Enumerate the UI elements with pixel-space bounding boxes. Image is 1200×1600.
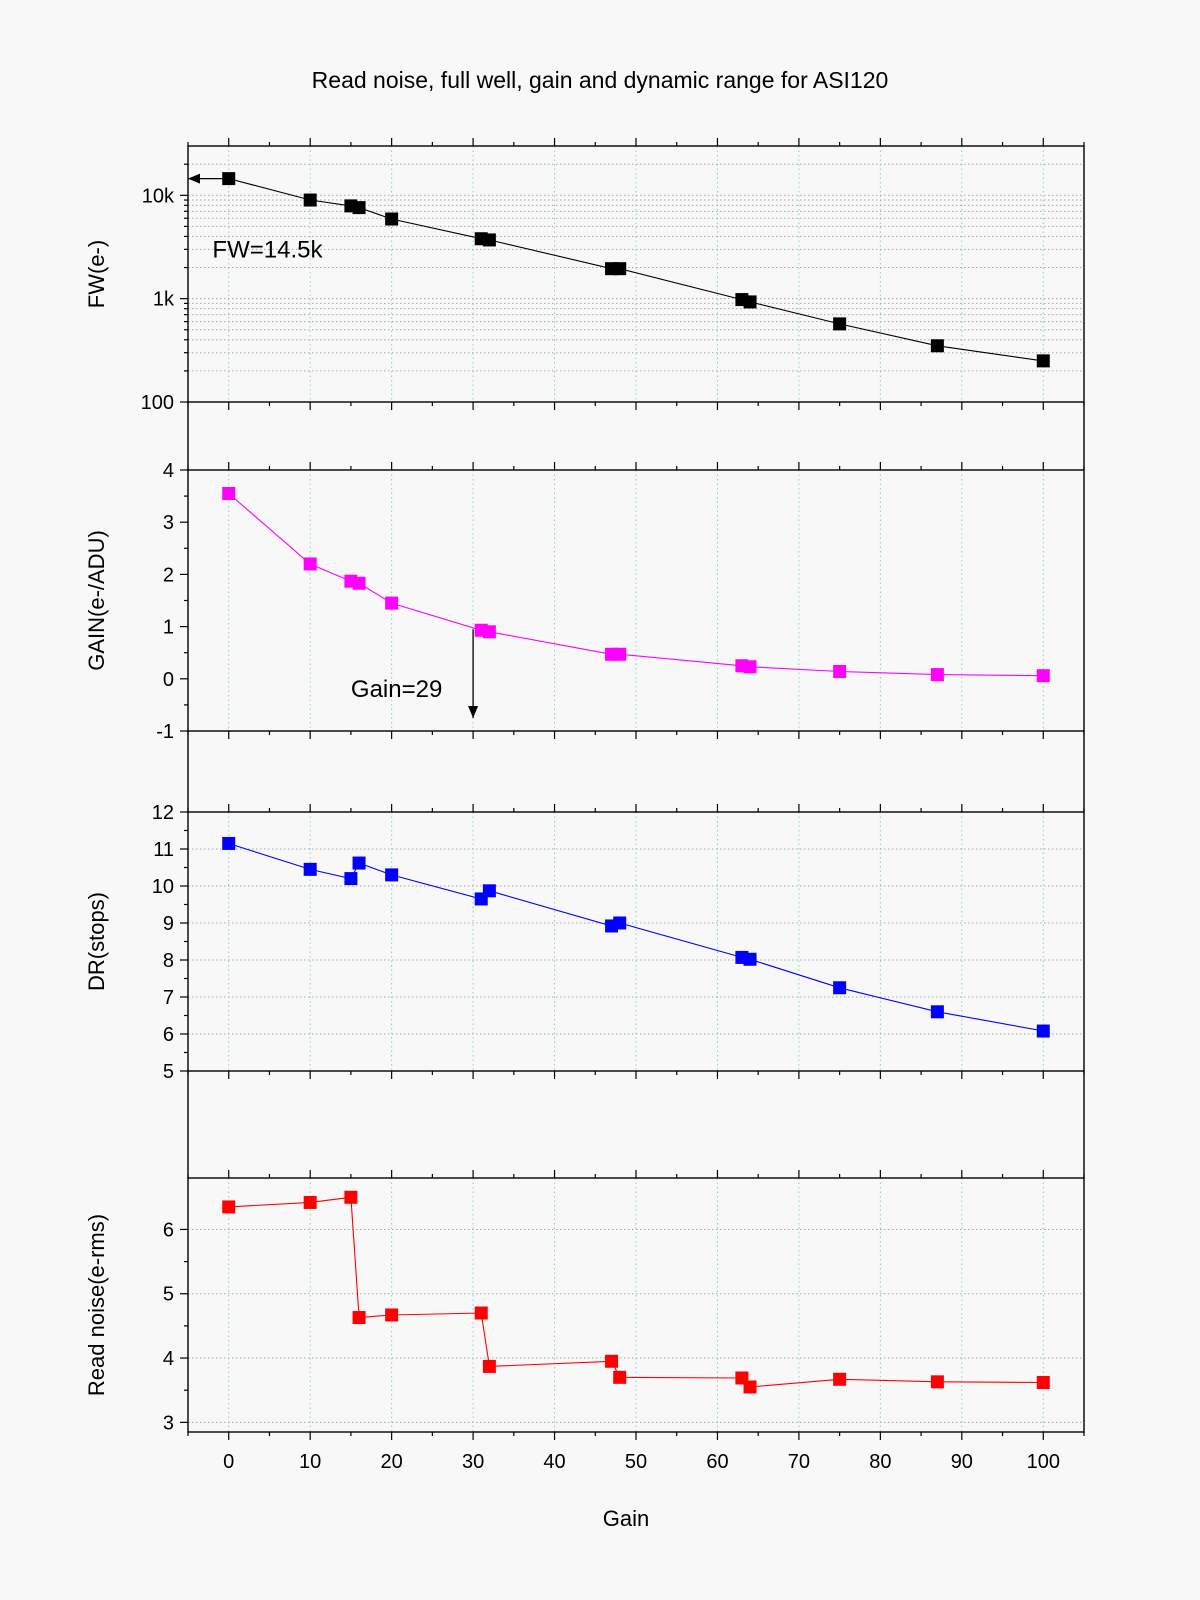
data-point-dr: [613, 916, 627, 930]
panel-frame: [187, 811, 1085, 1072]
y-tick-label: 10: [152, 876, 174, 898]
data-point-dr: [1036, 1024, 1050, 1038]
chart-title: Read noise, full well, gain and dynamic …: [312, 67, 889, 93]
panel-gain: -1 0 1 2 3 4 GAIN(e-/ADU) Gain=29: [84, 460, 1085, 743]
data-point-fw: [743, 295, 757, 309]
y-tick-label: 0: [163, 669, 174, 691]
data-point-dr: [385, 868, 399, 882]
data-point-gain: [1036, 669, 1050, 683]
data-point-dr: [303, 862, 317, 876]
x-tick-label: 40: [543, 1451, 565, 1473]
data-point-rn: [385, 1308, 399, 1322]
data-point-rn: [222, 1200, 236, 1214]
y-tick-label: 7: [163, 987, 174, 1009]
data-point-dr: [222, 836, 236, 850]
x-tick-label: 20: [381, 1451, 403, 1473]
data-point-dr: [352, 856, 366, 870]
data-point-rn: [743, 1380, 757, 1394]
data-point-rn: [833, 1372, 847, 1386]
y-tick-label: 100: [141, 392, 174, 414]
data-point-fw: [482, 233, 496, 247]
data-point-dr: [743, 952, 757, 966]
y-tick-label: 3: [163, 512, 174, 534]
y-tick-label: 8: [163, 950, 174, 972]
data-point-fw: [930, 339, 944, 353]
y-tick-label: 12: [152, 802, 174, 824]
data-point-gain: [482, 625, 496, 639]
data-point-rn: [344, 1190, 358, 1204]
y-tick-label: 10k: [142, 185, 175, 207]
data-point-gain: [743, 660, 757, 674]
annotation-text-fw: FW=14.5k: [212, 237, 323, 264]
panel-dr: 5 6 7 8 9 10 11 12 DR(stops): [84, 802, 1085, 1083]
y-axis-label-rn: Read noise(e-rms): [84, 1214, 109, 1396]
data-point-gain: [930, 668, 944, 682]
data-point-fw: [1036, 354, 1050, 368]
data-point-rn: [482, 1359, 496, 1373]
data-point-rn: [352, 1311, 366, 1325]
x-tick-label: 60: [706, 1451, 728, 1473]
y-tick-label: 4: [163, 460, 174, 482]
data-point-gain: [303, 557, 317, 571]
x-tick-label: 0: [223, 1451, 234, 1473]
x-tick-label: 10: [299, 1451, 321, 1473]
data-point-fw: [613, 262, 627, 276]
y-tick-label: -1: [156, 721, 174, 743]
x-tick-label: 100: [1027, 1451, 1060, 1473]
data-point-gain: [352, 576, 366, 590]
y-axis-label-dr: DR(stops): [84, 892, 109, 991]
data-point-fw: [385, 212, 399, 226]
data-point-gain: [833, 664, 847, 678]
data-point-fw: [833, 317, 847, 331]
x-tick-label: 90: [951, 1451, 973, 1473]
panel-frame: [187, 145, 1085, 403]
annotation-arrowhead-fw: [188, 173, 200, 184]
y-tick-label: 9: [163, 913, 174, 935]
data-point-dr: [344, 872, 358, 886]
y-tick-label: 11: [153, 839, 174, 861]
data-point-rn: [613, 1370, 627, 1384]
x-tick-label: 50: [625, 1451, 647, 1473]
x-tick-label: 30: [462, 1451, 484, 1473]
data-point-dr: [930, 1005, 944, 1019]
y-tick-label: 5: [163, 1284, 174, 1306]
data-point-gain: [613, 647, 627, 661]
x-tick-label: 70: [788, 1451, 810, 1473]
y-axis-label-fw: FW(e-): [84, 240, 109, 308]
data-point-rn: [303, 1195, 317, 1209]
data-point-fw: [303, 193, 317, 207]
y-tick-label: 2: [163, 564, 174, 586]
annotation-text-gain: Gain=29: [351, 676, 442, 703]
data-point-fw: [352, 201, 366, 215]
data-point-rn: [930, 1375, 944, 1389]
panel-fw: 100 1k 10k FW(e-) FW=14.5k: [84, 138, 1085, 414]
x-tick-label: 80: [869, 1451, 891, 1473]
data-point-dr: [482, 884, 496, 898]
data-point-dr: [833, 981, 847, 995]
y-axis-label-gain: GAIN(e-/ADU): [84, 530, 109, 671]
data-point-rn: [474, 1306, 488, 1320]
y-tick-label: 5: [163, 1061, 174, 1083]
annotation-arrowhead-gain: [468, 705, 479, 718]
data-point-rn: [1036, 1375, 1050, 1389]
data-point-gain: [222, 486, 236, 500]
panel-rn: 3 4 5 6 Read noise(e-rms): [84, 1170, 1085, 1440]
x-axis-label: Gain: [603, 1506, 649, 1531]
y-tick-label: 6: [163, 1024, 174, 1046]
y-tick-label: 6: [163, 1219, 174, 1241]
y-tick-label: 4: [163, 1348, 174, 1370]
data-point-gain: [385, 596, 399, 610]
series-line-rn: [228, 1196, 1044, 1388]
y-tick-label: 3: [163, 1412, 174, 1434]
y-tick-label: 1: [163, 617, 174, 639]
y-tick-label: 1k: [153, 289, 175, 311]
data-point-rn: [605, 1354, 619, 1368]
